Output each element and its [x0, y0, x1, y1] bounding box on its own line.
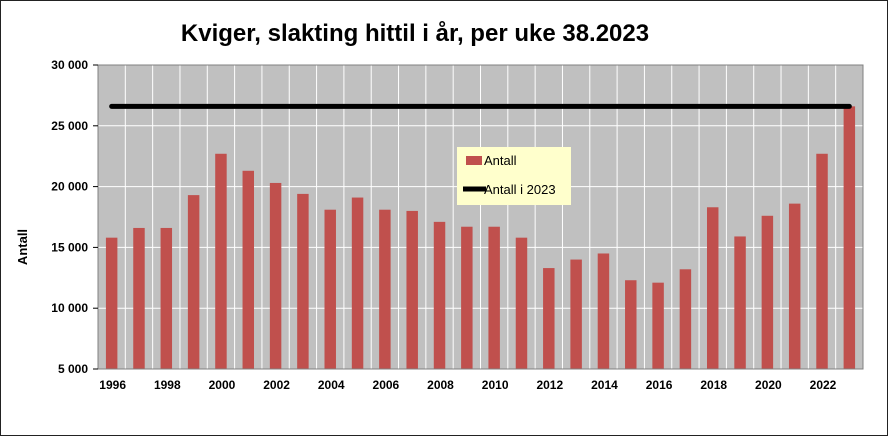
y-tick-labels: 5 000 10 000 15 000 20 000 25 000 30 000: [51, 58, 88, 376]
x-tick-labels: 1996 1998 2000 2002 2004 2006 2008 2010 2012 2014…: [99, 378, 836, 392]
bar-2017: [679, 269, 692, 369]
y-axis-label: Antall: [15, 229, 30, 265]
bar-series: [105, 106, 856, 370]
x-tick-label: 2008: [427, 378, 454, 392]
axes: [93, 64, 864, 370]
x-tick-label: 2022: [810, 378, 837, 392]
legend-label-antall: Antall: [484, 153, 517, 168]
y-tick-label: 5 000: [58, 362, 88, 376]
bar-2014: [597, 253, 610, 369]
y-tick-label: 20 000: [51, 180, 88, 194]
bar-2019: [734, 236, 746, 369]
bar-2020: [761, 215, 774, 369]
bar-2012: [543, 268, 555, 369]
y-tick-label: 25 000: [51, 119, 88, 133]
legend-swatch-antall: [466, 156, 482, 165]
bar-1999: [187, 195, 200, 369]
y-tick-label: 30 000: [51, 58, 88, 72]
x-tick-label: 2020: [755, 378, 782, 392]
bar-1996: [105, 237, 118, 369]
x-tick-label: 1996: [99, 378, 126, 392]
bar-2011: [515, 237, 528, 369]
bar-2023: [843, 106, 856, 370]
bar-1997: [133, 227, 145, 369]
bar-2003: [297, 193, 309, 369]
bar-2010: [488, 226, 500, 369]
x-tick-label: 2018: [700, 378, 727, 392]
bar-2005: [351, 197, 364, 369]
bar-2022: [816, 153, 828, 369]
bar-2015: [625, 280, 637, 369]
x-tick-label: 2000: [209, 378, 236, 392]
x-tick-label: 1998: [154, 378, 181, 392]
bar-2002: [269, 182, 282, 369]
x-tick-label: 2004: [318, 378, 345, 392]
bar-2006: [379, 209, 391, 369]
bar-2008: [433, 221, 446, 369]
bar-1998: [160, 227, 173, 369]
y-tick-label: 15 000: [51, 240, 88, 254]
x-tick-label: 2010: [482, 378, 509, 392]
bar-2018: [706, 207, 719, 369]
y-tick-label: 10 000: [51, 301, 88, 315]
legend: Antall Antall i 2023: [457, 147, 571, 205]
x-tick-label: 2006: [373, 378, 400, 392]
plot-border: [97, 64, 864, 370]
bar-2009: [461, 226, 473, 369]
bar-2007: [406, 210, 418, 369]
legend-label-antall-2023: Antall i 2023: [484, 182, 556, 197]
bar-2004: [324, 209, 336, 369]
bar-2013: [570, 259, 582, 369]
x-tick-label: 2016: [646, 378, 673, 392]
x-tick-label: 2014: [591, 378, 618, 392]
x-tick-label: 2012: [536, 378, 563, 392]
bar-2001: [242, 170, 255, 369]
chart-title: Kviger, slakting hittil i år, per uke 38…: [181, 20, 649, 47]
x-tick-label: 2002: [263, 378, 290, 392]
bar-2021: [788, 203, 801, 369]
bar-2000: [215, 153, 227, 369]
bar-2016: [652, 282, 664, 369]
